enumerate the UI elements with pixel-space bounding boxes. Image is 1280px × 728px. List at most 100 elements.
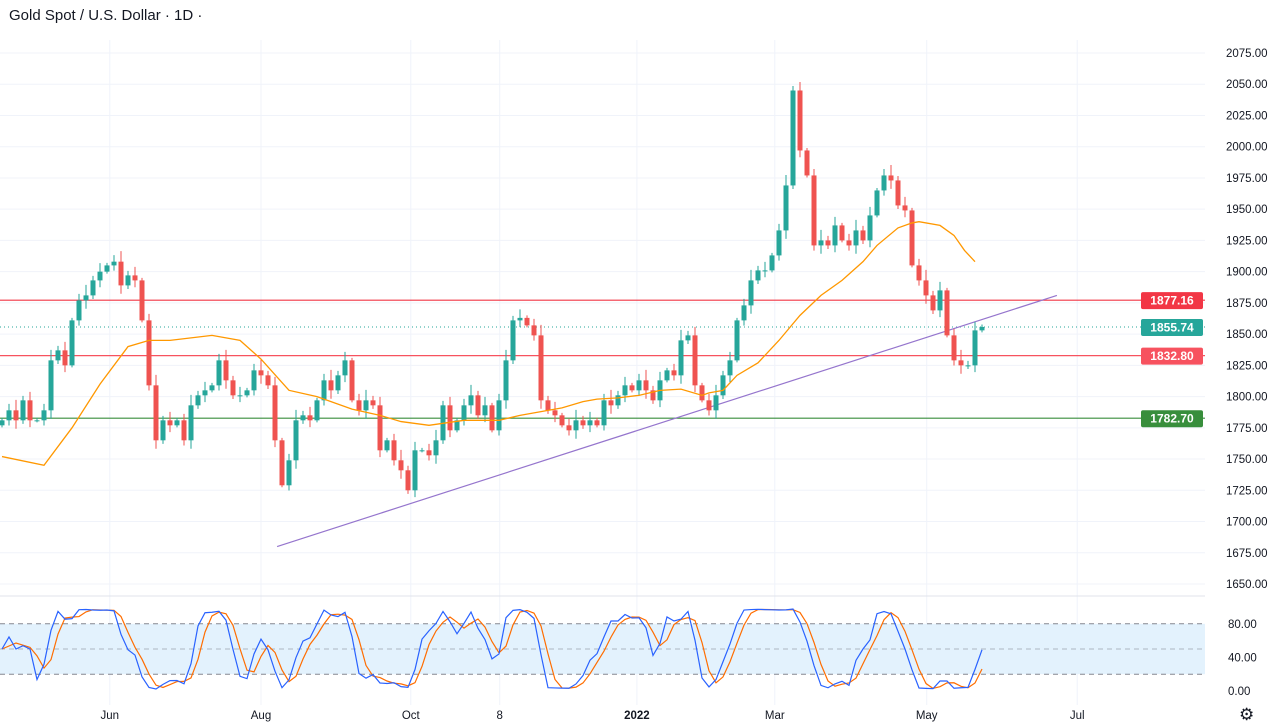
candle-body [552, 410, 558, 416]
x-tick-label: 2022 [624, 710, 650, 722]
candle-body [902, 205, 908, 211]
candle-body [881, 175, 887, 191]
x-tick-label: Jun [101, 710, 120, 722]
candle-body [426, 450, 432, 456]
candle-body [286, 460, 292, 486]
candle-body [643, 380, 649, 391]
candle-body [6, 410, 12, 421]
candle-body [412, 450, 418, 491]
candle-body [804, 150, 810, 176]
candle-body [356, 400, 362, 411]
candle-body [307, 415, 313, 421]
candle-body [811, 175, 817, 246]
candle-body [580, 420, 586, 426]
candle-body [272, 385, 278, 441]
candle-body [181, 420, 187, 441]
x-tick-label: 8 [496, 710, 502, 722]
y-tick-label: 1825.00 [1226, 360, 1268, 372]
candle-body [748, 280, 754, 306]
candle-body [496, 400, 502, 431]
candle-body [349, 360, 355, 401]
gear-icon[interactable]: ⚙ [1239, 705, 1255, 724]
candle-body [293, 420, 299, 461]
candle-body [636, 380, 642, 391]
candle-body [20, 400, 26, 421]
candle-body [433, 440, 439, 456]
candle-body [587, 420, 593, 426]
y-tick-label: 1875.00 [1226, 298, 1268, 310]
candle-body [692, 335, 698, 386]
candle-body [594, 420, 600, 426]
y-tick-label: 1700.00 [1226, 517, 1268, 529]
candle-body [965, 365, 971, 367]
candle-body [237, 395, 243, 397]
candle-body [699, 385, 705, 401]
candle-body [790, 90, 796, 186]
moving-average-line [1, 221, 976, 467]
candle-body [951, 335, 957, 361]
candle-body [258, 370, 264, 376]
candle-body [629, 385, 635, 391]
candle-body [622, 385, 628, 396]
y-tick-label: 2025.00 [1226, 110, 1268, 122]
price-label-badge [1141, 410, 1203, 428]
candle-body [923, 280, 929, 296]
candle-body [888, 175, 894, 181]
candle-body [174, 420, 180, 426]
stochastic-d-line [1, 608, 983, 689]
candle-body [685, 335, 691, 341]
candle-body [755, 270, 761, 281]
candle-body [279, 440, 285, 486]
candle-body [615, 395, 621, 406]
candle-body [573, 420, 579, 431]
candle-body [825, 240, 831, 246]
candle-body [83, 295, 89, 301]
candle-body [90, 280, 96, 296]
candle-body [62, 350, 68, 366]
candle-body [468, 395, 474, 406]
candle-body [475, 395, 481, 416]
candle-body [545, 400, 551, 411]
y-tick-label: 1725.00 [1226, 485, 1268, 497]
candle-body [734, 320, 740, 361]
candle-body [762, 270, 768, 272]
x-tick-label: Oct [402, 710, 421, 722]
candle-body [503, 360, 509, 401]
trendline [276, 294, 1058, 548]
candle-body [538, 335, 544, 401]
candle-body [867, 215, 873, 241]
candle-body [517, 317, 523, 321]
candle-body [608, 400, 614, 406]
price-label-badge [1141, 292, 1203, 310]
candle-body [370, 400, 376, 406]
candle-body [510, 320, 516, 361]
y-tick-label: 2000.00 [1226, 142, 1268, 154]
candle-body [300, 415, 306, 421]
candle-body [209, 385, 215, 391]
price-label: 1877.16 [1150, 294, 1194, 308]
y-tick-label: 2050.00 [1226, 79, 1268, 91]
candle-body [566, 425, 572, 431]
candle-body [321, 380, 327, 401]
candle-body [405, 470, 411, 491]
candle-body [447, 405, 453, 431]
candle-body [314, 400, 320, 421]
y-tick-label: 1900.00 [1226, 267, 1268, 279]
x-tick-label: Jul [1070, 710, 1085, 722]
candle-body [76, 300, 82, 321]
x-tick-label: Mar [765, 710, 785, 722]
candle-body [342, 360, 348, 376]
candle-body [118, 261, 124, 286]
candle-body [363, 400, 369, 411]
candle-body [97, 271, 103, 281]
stochastic-k-line [1, 608, 983, 690]
candle-body [727, 360, 733, 376]
candle-body [125, 275, 131, 286]
candle-body [706, 400, 712, 411]
candle-body [328, 380, 334, 391]
candle-body [55, 350, 61, 361]
candle-body [391, 440, 397, 461]
candle-body [335, 375, 341, 391]
candle-body [265, 375, 271, 386]
